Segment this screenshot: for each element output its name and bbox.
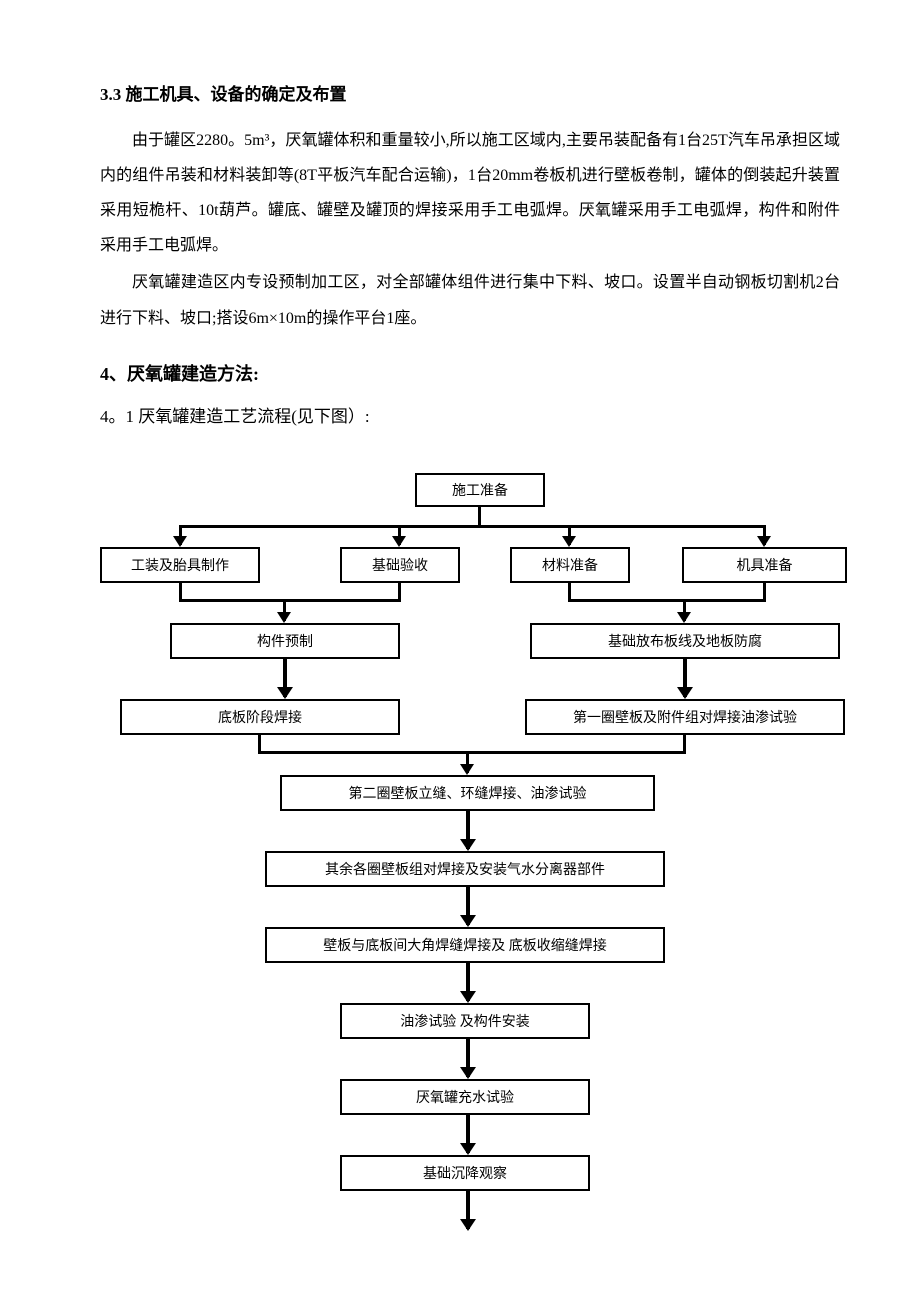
flow-node-other-rings: 其余各圈壁板组对焊接及安装气水分离器部件: [265, 851, 665, 887]
edge: [180, 525, 766, 528]
edge: [478, 507, 481, 527]
paragraph-2: 厌氧罐建造区内专设预制加工区，对全部罐体组件进行集中下料、坡口。设置半自动钢板切…: [100, 265, 840, 335]
edge: [466, 1191, 470, 1229]
flow-node-water-test: 厌氧罐充水试验: [340, 1079, 590, 1115]
heading-3-3: 3.3 施工机具、设备的确定及布置: [100, 80, 840, 111]
edge: [466, 1115, 470, 1153]
heading-4: 4、厌氧罐建造方法:: [100, 358, 840, 390]
flow-node-foundation-accept: 基础验收: [340, 547, 460, 583]
edge: [466, 811, 470, 849]
edge: [466, 887, 470, 925]
flow-node-material-prep: 材料准备: [510, 547, 630, 583]
flow-node-corner-weld: 壁板与底板间大角焊缝焊接及 底板收缩缝焊接: [265, 927, 665, 963]
process-flowchart: 施工准备 工装及胎具制作 基础验收 材料准备 机具准备 构件预制 基础放布板线及…: [100, 473, 860, 1303]
edge: [179, 599, 401, 602]
edge: [398, 525, 401, 545]
edge: [283, 659, 287, 697]
edge: [568, 599, 766, 602]
edge: [466, 963, 470, 1001]
flow-node-oil-test: 油渗试验 及构件安装: [340, 1003, 590, 1039]
flow-node-settlement: 基础沉降观察: [340, 1155, 590, 1191]
flow-node-tooling: 工装及胎具制作: [100, 547, 260, 583]
edge: [568, 525, 571, 545]
flow-node-prep: 施工准备: [415, 473, 545, 507]
flow-node-equipment-prep: 机具准备: [682, 547, 847, 583]
heading-4-1: 4。1 厌氧罐建造工艺流程(见下图）:: [100, 402, 840, 433]
edge: [763, 525, 766, 545]
flow-node-first-ring: 第一圈壁板及附件组对焊接油渗试验: [525, 699, 845, 735]
edge: [179, 525, 182, 545]
paragraph-1: 由于罐区2280。5m³，厌氧罐体积和重量较小,所以施工区域内,主要吊装配备有1…: [100, 123, 840, 264]
flow-node-foundation-layout: 基础放布板线及地板防腐: [530, 623, 840, 659]
edge: [258, 751, 686, 754]
edge: [683, 659, 687, 697]
flow-node-bottom-weld: 底板阶段焊接: [120, 699, 400, 735]
edge: [466, 751, 469, 773]
flow-node-component-prefab: 构件预制: [170, 623, 400, 659]
edge: [466, 1039, 470, 1077]
edge: [283, 599, 286, 621]
flow-node-second-ring: 第二圈壁板立缝、环缝焊接、油渗试验: [280, 775, 655, 811]
edge: [683, 599, 686, 621]
